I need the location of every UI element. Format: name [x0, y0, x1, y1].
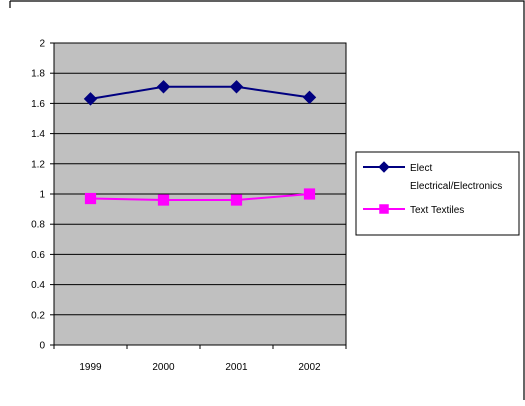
data-point [229, 80, 244, 94]
gridlines [54, 72, 346, 316]
series-lines [83, 80, 317, 206]
legend-box [355, 151, 520, 236]
data-point [303, 188, 316, 200]
legend-label: Electrical/Electronics [410, 181, 502, 192]
series-line [90, 85, 310, 100]
x-tick-label: 1999 [79, 362, 102, 373]
data-point [230, 194, 243, 206]
x-tick-label: 2002 [298, 362, 321, 373]
y-tick-label: 0.8 [31, 220, 45, 231]
legend-label: Elect [410, 163, 432, 174]
chart-frame [9, 0, 525, 400]
legend-label: Text Textiles [410, 205, 464, 216]
legend: Elect Electrical/Electronics Text Textiles [363, 161, 502, 216]
data-point [302, 90, 317, 105]
y-tick-label: 1 [39, 190, 45, 201]
axes: 0 0.2 0.4 0.6 0.8 1 1.2 1.4 1.6 1.8 2 1999 2000 2001 2… [31, 39, 347, 373]
data-point [84, 192, 97, 205]
y-tick-label: 1.8 [31, 69, 45, 80]
series-line [90, 193, 310, 202]
y-tick-label: 2 [39, 39, 45, 50]
data-point [156, 80, 171, 94]
x-tick-label: 2001 [225, 362, 248, 373]
data-point [83, 92, 98, 106]
y-tick-label: 0 [39, 341, 45, 352]
y-tick-label: 0.4 [31, 280, 45, 291]
x-tick-label: 2000 [152, 362, 175, 373]
legend-marker [378, 161, 390, 173]
y-tick-label: 0.2 [31, 310, 45, 321]
y-tick-label: 0.6 [31, 250, 45, 261]
y-tick-label: 1.6 [31, 99, 45, 110]
data-point [157, 194, 170, 206]
legend-marker [379, 204, 389, 214]
y-tick-label: 1.4 [31, 129, 45, 140]
y-tick-label: 1.2 [31, 159, 45, 170]
